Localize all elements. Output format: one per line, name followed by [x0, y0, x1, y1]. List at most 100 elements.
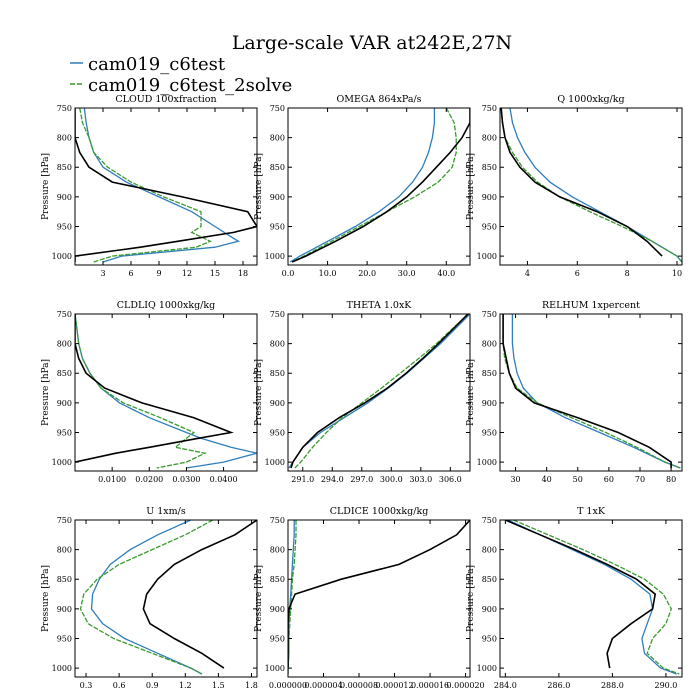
x-tick-label: 12 — [182, 269, 192, 278]
plot-frame — [287, 107, 471, 266]
x-tick-label: 10 — [672, 269, 682, 278]
x-tick-label: 40 — [542, 475, 552, 484]
x-tick-label: 30.0 — [398, 269, 416, 278]
x-tick-label: 10.0 — [319, 269, 337, 278]
x-tick-label: 0.000012 — [375, 681, 413, 690]
x-tick-label: 0.0200 — [135, 475, 163, 484]
x-tick-label: 80 — [666, 475, 676, 484]
y-tick-label: 750 — [57, 310, 72, 319]
y-axis-label: Pressure [hPa] — [41, 565, 51, 632]
y-tick-label: 900 — [57, 193, 72, 202]
x-tick-label: 284.0 — [494, 681, 517, 690]
series-line-c6test-2solve — [79, 520, 214, 675]
x-tick-label: 1.2 — [179, 681, 192, 690]
y-tick-label: 900 — [482, 399, 497, 408]
x-tick-label: 0.000000 — [269, 681, 307, 690]
panel-title: T 1xK — [577, 506, 606, 517]
y-axis-label: Pressure [hPa] — [41, 359, 51, 426]
y-tick-label: 1000 — [477, 252, 497, 261]
x-tick-label: 50 — [573, 475, 583, 484]
x-tick-label: 290.0 — [654, 681, 677, 690]
series-line-reference — [288, 520, 470, 669]
x-tick-label: 294.0 — [321, 475, 344, 484]
series-line-c6test — [289, 108, 436, 263]
x-tick-label: 30 — [510, 475, 520, 484]
series-line-c6test-2solve — [513, 520, 680, 675]
y-tick-label: 850 — [57, 369, 72, 378]
plot-frame — [287, 313, 471, 472]
series-line-c6test — [83, 108, 240, 263]
y-tick-label: 950 — [57, 634, 72, 643]
chart-panel: 75080085090095010000.0000000.0000040.000… — [254, 506, 485, 690]
plot-frame — [74, 107, 258, 266]
series-line-reference — [75, 108, 257, 262]
y-tick-label: 850 — [482, 575, 497, 584]
chart-panel: 750 800 850 900 950 1000 284.0 286.0 288.0 290.0 T… — [466, 506, 683, 690]
y-axis-label: Pressure [hPa] — [41, 153, 51, 220]
x-tick-label: 6 — [128, 269, 133, 278]
x-tick-label: 70 — [635, 475, 645, 484]
y-tick-label: 800 — [482, 340, 497, 349]
y-tick-label: 750 — [482, 104, 497, 113]
x-tick-label: 9 — [156, 269, 161, 278]
legend-label-1: cam019_c6test — [88, 54, 226, 75]
y-tick-label: 850 — [57, 575, 72, 584]
x-tick-label: 20.0 — [358, 269, 376, 278]
chart-panel: 750 800 850 900 950 1000 0.0 10.0 20.0 30.0 40.0 OM… — [254, 94, 471, 278]
chart-panel: 750 800 850 900 950 1000 3 6 9 12 15 18 CLOUD 100xfr… — [41, 94, 258, 278]
series-line-c6test-2solve — [79, 108, 212, 263]
x-tick-label: 0.0100 — [98, 475, 126, 484]
plot-frame — [499, 313, 683, 472]
panel-title: Q 1000xkg/kg — [557, 94, 624, 105]
y-tick-label: 1000 — [52, 664, 72, 673]
x-tick-label: 40.0 — [437, 269, 455, 278]
series-line-c6test-2solve — [291, 108, 457, 263]
y-tick-label: 950 — [57, 428, 72, 437]
x-tick-label: 18 — [238, 269, 248, 278]
y-tick-label: 800 — [482, 134, 497, 143]
y-tick-label: 950 — [482, 634, 497, 643]
series-line-reference — [502, 314, 672, 468]
x-tick-label: 3 — [100, 269, 105, 278]
x-tick-label: 0.9 — [146, 681, 159, 690]
y-tick-label: 850 — [270, 163, 285, 172]
y-tick-label: 800 — [270, 134, 285, 143]
series-line-c6test-2solve — [502, 314, 681, 469]
y-tick-label: 800 — [270, 340, 285, 349]
y-tick-label: 900 — [482, 193, 497, 202]
y-tick-label: 750 — [270, 516, 285, 525]
y-tick-label: 750 — [270, 310, 285, 319]
panel-title: CLDLIQ 1000xkg/kg — [117, 300, 215, 311]
x-tick-label: 288.0 — [601, 681, 624, 690]
series-line-c6test — [509, 108, 682, 263]
y-tick-label: 800 — [57, 134, 72, 143]
x-tick-label: 1.5 — [212, 681, 225, 690]
x-tick-label: 1.8 — [245, 681, 258, 690]
x-tick-label: 0.6 — [113, 681, 126, 690]
series-line-c6test-2solve — [75, 314, 208, 469]
y-tick-label: 850 — [482, 369, 497, 378]
x-tick-label: 6 — [575, 269, 580, 278]
series-line-reference — [75, 314, 234, 463]
figure-title: Large-scale VAR at242E,27N — [232, 32, 512, 54]
x-tick-label: 0.0400 — [210, 475, 238, 484]
series-line-c6test — [75, 314, 257, 469]
chart-panel: 750 800 850 900 950 1000 0.0100 0.0200 0.0300 0.0… — [41, 300, 258, 484]
x-tick-label: 300.0 — [380, 475, 403, 484]
y-tick-label: 950 — [57, 222, 72, 231]
y-tick-label: 950 — [482, 428, 497, 437]
y-tick-label: 850 — [482, 163, 497, 172]
x-tick-label: 0.000016 — [411, 681, 449, 690]
y-tick-label: 900 — [57, 605, 72, 614]
y-axis-label: Pressure [hPa] — [466, 153, 476, 220]
y-tick-label: 950 — [270, 428, 285, 437]
plot-frame — [287, 519, 471, 678]
plot-frame — [74, 313, 258, 472]
plot-frame — [499, 107, 683, 266]
y-axis-label: Pressure [hPa] — [254, 565, 264, 632]
y-axis-label: Pressure [hPa] — [466, 359, 476, 426]
series-line-reference — [505, 520, 657, 669]
y-tick-label: 750 — [482, 516, 497, 525]
plot-frame — [499, 519, 683, 678]
legend-label-2: cam019_c6test_2solve — [88, 75, 292, 96]
